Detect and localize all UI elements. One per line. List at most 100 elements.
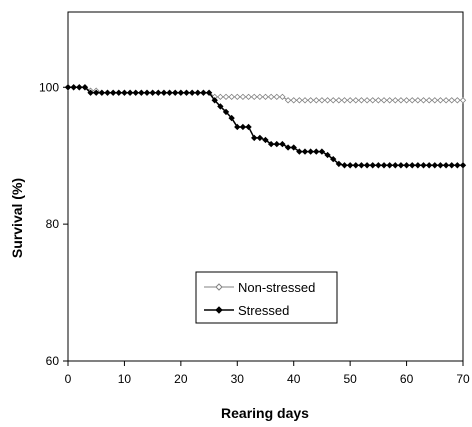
- legend-label-stressed: Stressed: [238, 303, 289, 318]
- data-point-stressed-44: [313, 148, 320, 155]
- y-tick-label-80: 80: [46, 217, 60, 231]
- x-tick-label-50: 50: [343, 372, 357, 386]
- data-point-stressed-20: [177, 89, 185, 96]
- data-point-stressed-30: [234, 123, 241, 131]
- data-point-non-stressed-53: [363, 97, 371, 104]
- data-point-non-stressed-45: [318, 97, 326, 104]
- data-point-stressed-16: [155, 89, 162, 96]
- data-point-stressed-57: [386, 162, 393, 169]
- data-point-stressed-42: [301, 148, 309, 155]
- data-point-non-stressed-56: [380, 97, 388, 104]
- data-point-non-stressed-57: [386, 97, 393, 104]
- data-point-stressed-33: [251, 134, 258, 142]
- data-point-non-stressed-46: [324, 97, 331, 104]
- data-point-stressed-51: [352, 162, 359, 169]
- data-point-stressed-18: [166, 89, 173, 96]
- data-point-stressed-15: [149, 89, 156, 96]
- data-point-stressed-26: [211, 97, 218, 104]
- data-point-non-stressed-41: [296, 97, 303, 104]
- data-point-stressed-45: [318, 148, 326, 155]
- x-tick-label-30: 30: [231, 372, 245, 386]
- data-point-non-stressed-52: [358, 97, 365, 104]
- data-point-non-stressed-32: [245, 93, 252, 101]
- data-point-non-stressed-36: [267, 93, 275, 101]
- data-point-stressed-34: [256, 134, 264, 142]
- data-point-non-stressed-61: [409, 97, 416, 104]
- y-axis-label: Survival (%): [9, 178, 25, 258]
- x-axis-label: Rearing days: [221, 405, 309, 421]
- data-point-stressed-52: [358, 162, 365, 169]
- data-point-non-stressed-40: [290, 97, 297, 104]
- data-point-stressed-8: [109, 89, 117, 96]
- data-point-non-stressed-42: [301, 97, 309, 104]
- data-point-non-stressed-48: [335, 97, 343, 104]
- data-point-stressed-66: [437, 162, 444, 169]
- series-layer: [64, 84, 467, 169]
- data-point-non-stressed-27: [217, 93, 224, 101]
- y-tick-label-60: 60: [46, 354, 60, 368]
- data-point-stressed-27: [217, 103, 224, 110]
- x-tick-label-20: 20: [174, 372, 188, 386]
- data-point-non-stressed-51: [352, 97, 359, 104]
- data-point-non-stressed-43: [307, 97, 314, 104]
- legend-box: [195, 271, 338, 324]
- data-point-stressed-6: [98, 89, 106, 96]
- data-point-stressed-62: [414, 162, 422, 169]
- data-point-stressed-56: [380, 162, 388, 169]
- data-point-stressed-64: [425, 162, 433, 169]
- data-point-non-stressed-58: [392, 97, 399, 104]
- data-point-non-stressed-35: [262, 93, 269, 101]
- data-point-non-stressed-67: [442, 97, 450, 104]
- data-point-stressed-58: [392, 162, 399, 169]
- data-point-stressed-61: [409, 162, 416, 169]
- data-point-non-stressed-49: [341, 97, 348, 104]
- data-point-stressed-17: [160, 89, 168, 96]
- data-point-stressed-39: [284, 144, 292, 151]
- data-point-stressed-40: [290, 144, 297, 151]
- data-point-stressed-69: [454, 162, 461, 169]
- data-point-non-stressed-37: [273, 93, 280, 101]
- data-point-stressed-12: [132, 89, 139, 96]
- axes-layer: 0 10 20 30 40 50 60 70 60 80 100: [39, 80, 470, 386]
- data-point-stressed-29: [228, 114, 235, 122]
- data-point-stressed-53: [363, 162, 371, 169]
- data-point-stressed-43: [307, 148, 314, 155]
- data-point-stressed-11: [126, 89, 134, 96]
- legend-label-non-stressed: Non-stressed: [238, 280, 315, 295]
- data-point-stressed-28: [222, 108, 230, 116]
- data-point-non-stressed-60: [403, 97, 410, 104]
- data-point-non-stressed-68: [448, 97, 455, 104]
- data-point-stressed-10: [121, 89, 128, 96]
- data-point-non-stressed-50: [346, 97, 354, 104]
- data-point-stressed-3: [81, 84, 89, 91]
- data-point-stressed-38: [279, 140, 286, 148]
- data-point-stressed-63: [420, 162, 427, 169]
- data-point-stressed-60: [403, 162, 410, 169]
- data-point-non-stressed-65: [431, 97, 438, 104]
- legend-marker-non-stressed: [215, 283, 223, 291]
- data-point-stressed-46: [324, 151, 331, 159]
- x-tick-label-70: 70: [456, 372, 470, 386]
- data-point-stressed-9: [115, 89, 122, 96]
- data-point-non-stressed-62: [414, 97, 422, 104]
- data-point-non-stressed-33: [251, 93, 258, 101]
- data-point-stressed-23: [194, 89, 201, 96]
- plot-area: [67, 11, 464, 362]
- data-point-non-stressed-44: [313, 97, 320, 104]
- data-point-non-stressed-54: [369, 97, 376, 104]
- data-point-stressed-41: [296, 148, 303, 155]
- data-point-non-stressed-38: [279, 93, 286, 101]
- data-point-non-stressed-30: [234, 93, 241, 101]
- legend: Non-stressed Stressed: [195, 271, 338, 324]
- plot-frame: [67, 11, 464, 362]
- data-point-stressed-2: [76, 84, 83, 91]
- x-tick-label-0: 0: [65, 372, 72, 386]
- data-point-non-stressed-70: [459, 97, 467, 104]
- data-point-non-stressed-55: [375, 97, 382, 104]
- data-point-stressed-5: [93, 89, 100, 96]
- data-point-stressed-25: [205, 89, 213, 96]
- data-point-stressed-19: [172, 89, 179, 96]
- data-point-stressed-13: [138, 89, 145, 96]
- data-point-non-stressed-47: [330, 97, 337, 104]
